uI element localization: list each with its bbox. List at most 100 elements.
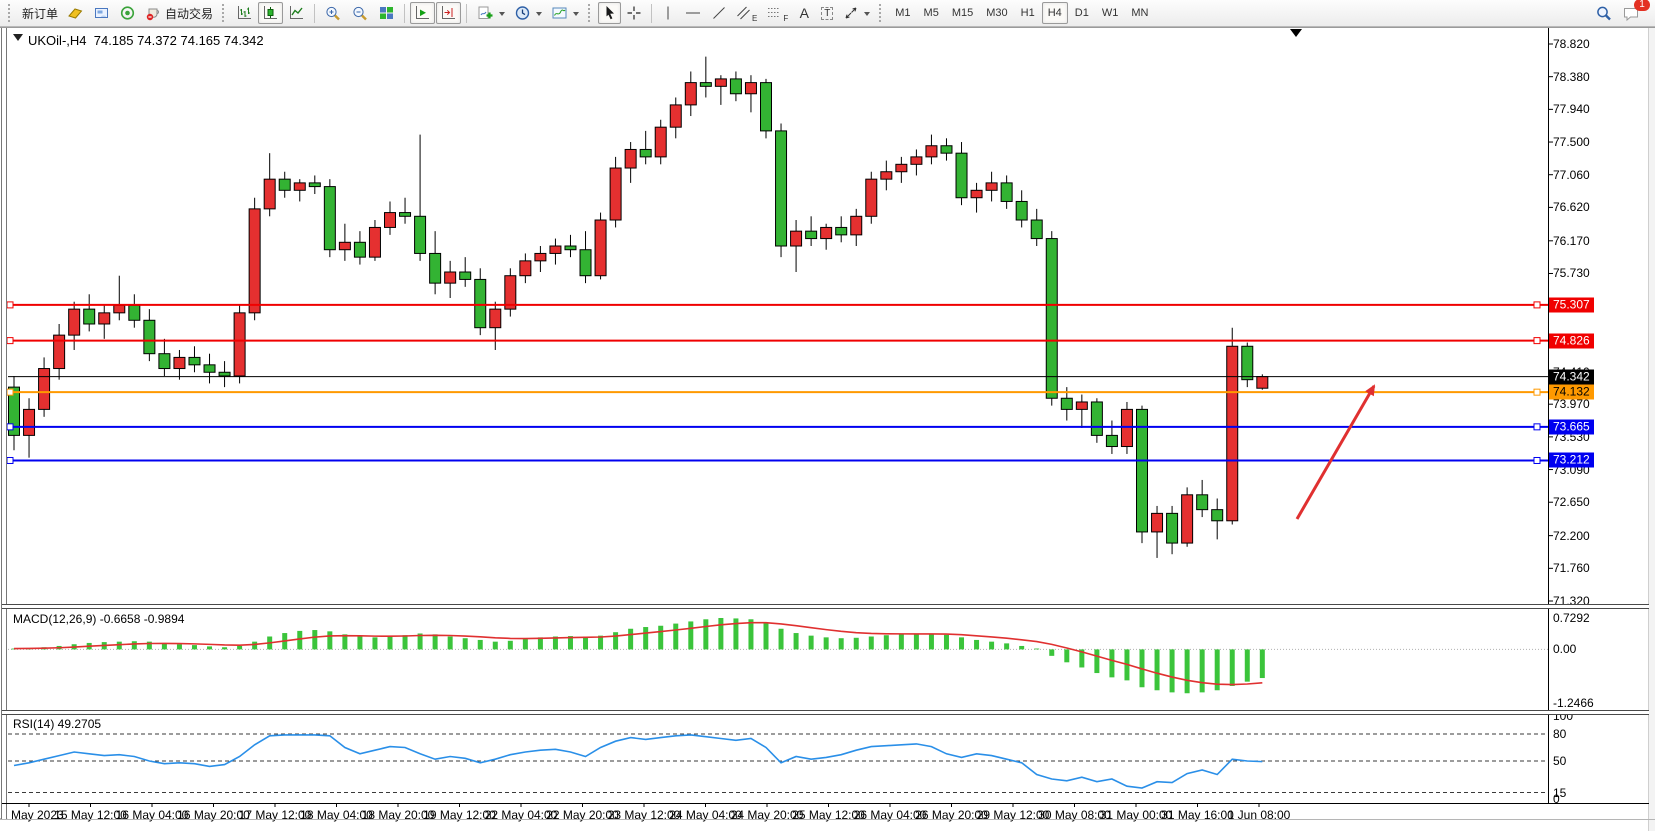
right-scroll-strip[interactable] (1648, 28, 1655, 831)
candle-up (384, 212, 396, 228)
timeframe-M30[interactable]: M30 (986, 7, 1008, 19)
timeframe-W1[interactable]: W1 (1101, 7, 1119, 19)
candle-up (338, 241, 351, 251)
market-depth-icon (95, 8, 109, 18)
periods-button[interactable] (510, 2, 546, 24)
notifications-button[interactable]: 1 (1618, 0, 1650, 24)
candle-up (504, 275, 517, 310)
channel-sub-label: E (752, 14, 758, 23)
toolbar-grip[interactable] (588, 4, 593, 22)
zoom-in-button[interactable] (320, 2, 346, 24)
level-line-handle[interactable] (1533, 388, 1541, 396)
candle-up (444, 271, 457, 284)
macd-panel-splitter[interactable] (2, 604, 1649, 609)
candlestick-chart-button[interactable] (258, 2, 284, 24)
timeframe-H4[interactable]: H4 (1041, 2, 1068, 24)
level-line-handle[interactable] (1533, 456, 1541, 464)
candle-up (820, 226, 833, 240)
candle-down (8, 386, 20, 436)
toolbar-grip[interactable] (879, 4, 884, 22)
indicators-dropdown-icon[interactable] (499, 11, 506, 19)
level-line-handle[interactable] (6, 388, 14, 396)
candle-up (534, 252, 547, 262)
candle-down (158, 353, 171, 370)
level-line-handle[interactable] (6, 301, 14, 309)
bar-chart-button[interactable] (232, 2, 257, 24)
timeframe-D1[interactable]: D1 (1074, 7, 1089, 19)
candle-down (1000, 182, 1013, 202)
level-line-handle[interactable] (6, 423, 14, 431)
candle-up (744, 82, 757, 95)
timeframe-M15[interactable]: M15 (951, 7, 974, 19)
candle-up (925, 145, 938, 158)
arrows-dropdown-icon[interactable] (864, 11, 871, 19)
window-bottom-border (0, 819, 1655, 820)
timeframe-MN[interactable]: MN (1131, 7, 1149, 19)
new-order-label: 新订单 (22, 6, 59, 21)
cursor-tool-button[interactable] (598, 2, 622, 24)
level-line-handle[interactable] (1533, 423, 1541, 431)
text-label-tool-button[interactable]: T (816, 2, 838, 24)
candle-up (684, 82, 697, 106)
crosshair-tool-button[interactable] (622, 2, 646, 24)
text-tool-button[interactable]: A (793, 2, 815, 24)
auto-scroll-button[interactable] (410, 2, 436, 24)
candle-down (760, 82, 772, 132)
trend-arrow[interactable] (1295, 384, 1376, 520)
horizontal-line-tool-button[interactable] (680, 2, 706, 24)
templates-dropdown-icon[interactable] (573, 11, 580, 19)
chart-dropdown-icon[interactable] (13, 33, 23, 46)
rsi-line (13, 734, 1263, 789)
mql5-community-button[interactable] (115, 2, 140, 24)
candle-down (1090, 401, 1103, 436)
fibonacci-icon (768, 8, 781, 17)
tile-windows-button[interactable] (374, 2, 399, 24)
indicators-button[interactable] (472, 2, 509, 24)
timeframe-M1[interactable]: M1 (895, 7, 911, 19)
candle-down (1015, 200, 1028, 221)
level-line-handle[interactable] (1533, 337, 1541, 345)
line-chart-button[interactable] (284, 2, 309, 24)
candle-down (1166, 512, 1179, 544)
candle-down (188, 356, 201, 366)
fibonacci-tool-button[interactable]: F (762, 2, 792, 24)
level-line-handle[interactable] (6, 337, 14, 345)
vertical-line-tool-button[interactable] (657, 2, 679, 24)
candle-up (1120, 408, 1133, 448)
auto-trading-button[interactable]: 自动交易 (141, 2, 217, 24)
templates-button[interactable] (547, 2, 583, 24)
candle-up (895, 163, 908, 173)
arrows-tool-button[interactable] (839, 2, 874, 24)
candle-up (23, 408, 36, 436)
toolbar-separator (466, 3, 468, 23)
new-order-button[interactable]: 新订单 (18, 2, 62, 24)
fibonacci-sub-label: F (783, 14, 789, 23)
rsi-panel-splitter[interactable] (2, 710, 1649, 715)
candle-down (459, 271, 472, 280)
timeframe-M5[interactable]: M5 (923, 7, 939, 19)
periods-clock-icon (515, 6, 530, 20)
level-line-handle[interactable] (6, 456, 14, 464)
periods-dropdown-icon[interactable] (536, 11, 543, 19)
toolbar-separator (651, 3, 653, 23)
chart-shift-button[interactable] (436, 2, 462, 24)
channel-tool-button[interactable]: E (732, 2, 761, 24)
candle-up (293, 182, 306, 191)
candle-down (1196, 494, 1209, 511)
toolbar-grip[interactable] (222, 4, 227, 22)
level-line-handle[interactable] (1533, 301, 1541, 309)
candle-down (1136, 408, 1148, 533)
candle-up (985, 182, 998, 191)
timeframe-H1[interactable]: H1 (1020, 7, 1035, 19)
zoom-out-button[interactable] (347, 2, 373, 24)
toolbar-grip[interactable] (8, 4, 13, 22)
search-button[interactable] (1591, 2, 1617, 24)
metaeditor-button[interactable] (63, 2, 88, 24)
candle-down (699, 82, 712, 87)
trendline-icon (713, 7, 725, 19)
trendline-tool-button[interactable] (707, 2, 731, 24)
market-depth-button[interactable] (89, 2, 114, 24)
candle-down (639, 148, 652, 158)
